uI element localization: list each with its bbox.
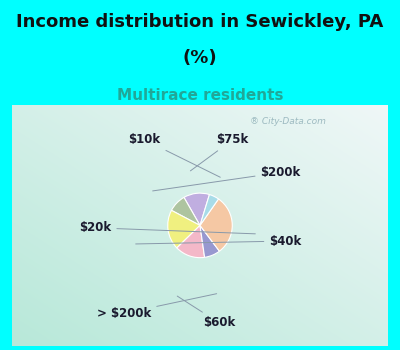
Text: (%): (%) (183, 49, 217, 67)
Wedge shape (200, 199, 232, 251)
Wedge shape (200, 225, 220, 257)
Wedge shape (172, 197, 200, 225)
Text: $75k: $75k (190, 133, 249, 171)
Text: $40k: $40k (136, 234, 302, 247)
Text: Income distribution in Sewickley, PA: Income distribution in Sewickley, PA (16, 13, 384, 32)
Text: $10k: $10k (128, 133, 220, 177)
Wedge shape (200, 195, 218, 225)
Text: > $200k: > $200k (97, 294, 217, 320)
Wedge shape (168, 210, 200, 248)
Wedge shape (184, 193, 210, 225)
Text: ® City-Data.com: ® City-Data.com (250, 117, 326, 126)
Text: $60k: $60k (177, 296, 235, 329)
Text: Multirace residents: Multirace residents (117, 88, 283, 103)
Text: $200k: $200k (153, 166, 301, 191)
Text: $20k: $20k (79, 221, 255, 234)
Wedge shape (177, 225, 205, 258)
